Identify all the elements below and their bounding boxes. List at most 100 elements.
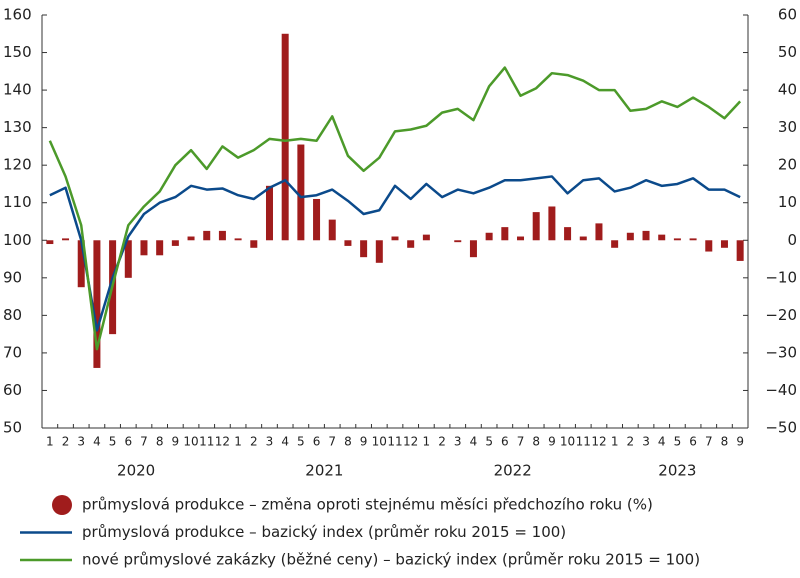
y2-tick-label: 30	[778, 118, 797, 136]
y-tick-label: 60	[3, 381, 22, 399]
bar	[93, 240, 101, 368]
bar	[313, 198, 321, 241]
x-tick-label: 4	[93, 435, 101, 449]
x-tick-label: 3	[266, 435, 274, 449]
bar	[689, 238, 697, 241]
bar	[156, 240, 164, 256]
x-tick-label: 5	[109, 435, 117, 449]
x-tick-label: 5	[485, 435, 493, 449]
line	[48, 66, 742, 351]
y-tick-label: 160	[3, 6, 32, 24]
bar	[658, 234, 666, 241]
bar	[360, 240, 368, 258]
y-tick-label: 70	[3, 343, 22, 361]
y2-tick-label: 20	[778, 156, 797, 174]
y-tick-label: 50	[3, 419, 22, 437]
x-tick-label: 4	[658, 435, 666, 449]
x-tick-label: 4	[281, 435, 289, 449]
bar	[297, 144, 305, 241]
bar	[203, 230, 211, 241]
bar	[454, 240, 462, 243]
legend-label: nové průmyslové zakázky (běžné ceny) – b…	[82, 551, 700, 569]
bar	[532, 212, 540, 241]
bar	[218, 230, 226, 241]
y2-tick-label: −40	[765, 381, 797, 399]
year-label: 2021	[305, 462, 343, 480]
x-tick-label: 3	[642, 435, 650, 449]
year-label: 2023	[658, 462, 696, 480]
x-tick-label: 6	[501, 435, 509, 449]
x-tick-label: 12	[591, 435, 606, 449]
y2-tick-label: 10	[778, 193, 797, 211]
y2-tick-label: −50	[765, 419, 797, 437]
bar	[485, 232, 493, 241]
bar	[705, 240, 713, 252]
y-tick-label: 100	[3, 231, 32, 249]
x-tick-label: 8	[156, 435, 164, 449]
bar	[422, 234, 430, 241]
x-tick-label: 2	[438, 435, 446, 449]
bar	[328, 219, 336, 241]
x-tick-label: 3	[77, 435, 85, 449]
y-tick-label: 120	[3, 156, 32, 174]
bar	[171, 240, 179, 246]
bar	[548, 206, 556, 241]
x-tick-label: 8	[721, 435, 729, 449]
x-tick-label: 12	[403, 435, 418, 449]
bar	[344, 240, 352, 246]
y2-tick-label: 40	[778, 81, 797, 99]
bar	[187, 236, 195, 241]
x-tick-label: 2	[627, 435, 635, 449]
x-tick-label: 9	[360, 435, 368, 449]
year-label: 2020	[117, 462, 155, 480]
bar	[720, 240, 728, 248]
line	[49, 175, 741, 332]
y2-tick-label: 60	[778, 6, 797, 24]
x-tick-label: 8	[532, 435, 540, 449]
y-tick-label: 140	[3, 81, 32, 99]
bar	[140, 240, 148, 256]
y-tick-label: 110	[3, 193, 32, 211]
x-tick-label: 10	[560, 435, 575, 449]
x-tick-label: 9	[172, 435, 180, 449]
y2-tick-label: −10	[765, 268, 797, 286]
bar	[736, 240, 744, 261]
x-tick-label: 5	[297, 435, 305, 449]
legend-label: průmyslová produkce – změna oproti stejn…	[82, 496, 653, 514]
x-tick-label: 7	[328, 435, 336, 449]
x-tick-label: 9	[736, 435, 744, 449]
x-tick-label: 2	[250, 435, 258, 449]
x-tick-label: 5	[674, 435, 682, 449]
bar	[62, 238, 70, 241]
bar	[517, 236, 525, 241]
x-tick-label: 1	[423, 435, 431, 449]
bar	[375, 240, 383, 263]
bar	[564, 227, 572, 241]
bar	[673, 238, 681, 241]
x-tick-label: 10	[183, 435, 198, 449]
bar	[77, 240, 85, 288]
x-tick-label: 6	[124, 435, 132, 449]
x-tick-label: 11	[199, 435, 214, 449]
bar	[265, 185, 273, 241]
bar	[407, 240, 415, 248]
x-tick-label: 11	[576, 435, 591, 449]
legend-marker	[52, 495, 72, 515]
bar	[642, 230, 650, 241]
bar	[46, 240, 54, 245]
x-tick-label: 1	[611, 435, 619, 449]
y2-tick-label: −30	[765, 343, 797, 361]
bar	[579, 236, 587, 241]
bar	[626, 232, 634, 241]
x-tick-label: 6	[313, 435, 321, 449]
bar	[469, 240, 477, 258]
x-tick-label: 9	[548, 435, 556, 449]
bar	[124, 240, 132, 278]
x-tick-label: 7	[517, 435, 525, 449]
bar	[391, 236, 399, 241]
bar	[595, 223, 603, 241]
x-tick-label: 1	[234, 435, 242, 449]
bar	[234, 238, 242, 241]
year-label: 2022	[494, 462, 532, 480]
x-tick-label: 7	[705, 435, 713, 449]
